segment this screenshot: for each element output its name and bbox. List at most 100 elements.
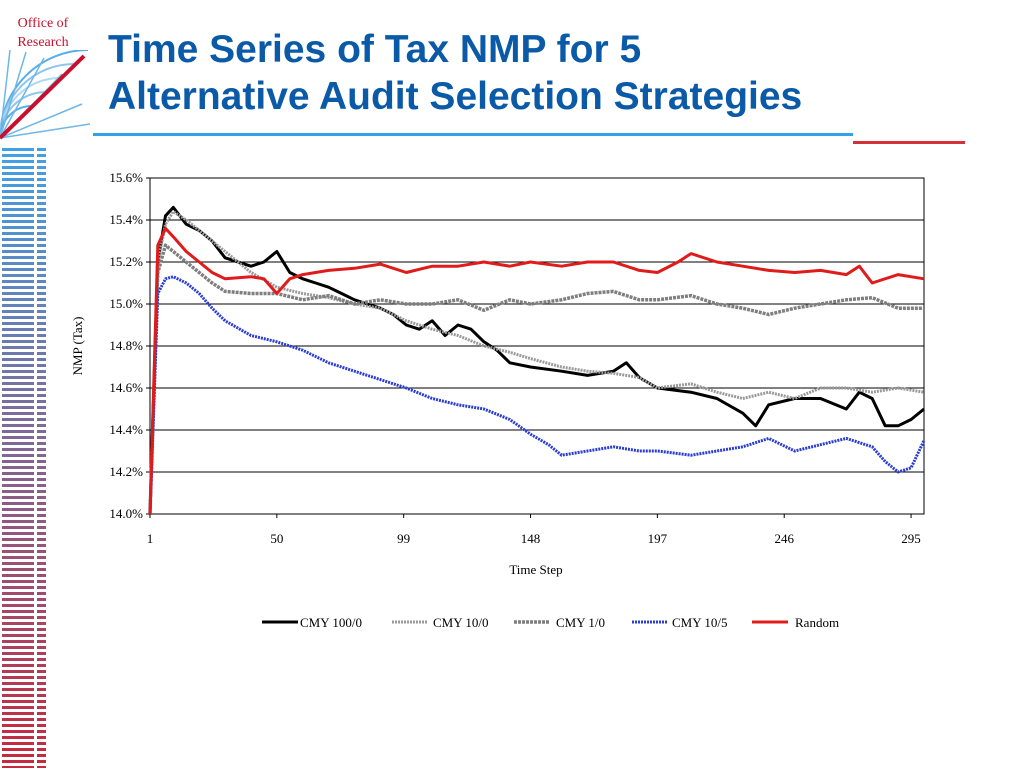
stripe — [37, 658, 46, 661]
stripe — [2, 454, 34, 457]
stripe — [37, 280, 46, 283]
stripe — [2, 538, 34, 541]
stripe — [37, 712, 46, 715]
stripe — [2, 688, 34, 691]
stripe — [2, 736, 34, 739]
stripe — [2, 394, 34, 397]
stripe — [2, 172, 34, 175]
stripe — [2, 490, 34, 493]
stripe — [37, 202, 46, 205]
y-tick-label: 14.2% — [109, 464, 143, 479]
stripe — [2, 550, 34, 553]
stripe — [37, 550, 46, 553]
legend-label: CMY 10/5 — [672, 615, 728, 630]
stripe — [37, 154, 46, 157]
stripe — [2, 298, 34, 301]
stripe — [2, 706, 34, 709]
stripe — [37, 634, 46, 637]
stripe — [37, 760, 46, 763]
stripe — [37, 382, 46, 385]
stripe — [37, 316, 46, 319]
stripe — [37, 406, 46, 409]
stripe — [2, 634, 34, 637]
stripe — [2, 316, 34, 319]
y-tick-label: 15.4% — [109, 212, 143, 227]
stripe — [37, 574, 46, 577]
stripe — [37, 706, 46, 709]
x-tick-label: 197 — [648, 531, 668, 546]
stripe — [2, 238, 34, 241]
stripe — [37, 502, 46, 505]
stripe — [37, 646, 46, 649]
stripe — [37, 400, 46, 403]
stripe — [2, 376, 34, 379]
stripe — [2, 328, 34, 331]
stripe — [2, 580, 34, 583]
stripe — [2, 544, 34, 547]
stripe — [37, 268, 46, 271]
stripe — [37, 184, 46, 187]
stripe — [37, 592, 46, 595]
stripe — [2, 148, 34, 151]
stripe — [2, 256, 34, 259]
stripe — [2, 754, 34, 757]
stripe — [2, 568, 34, 571]
stripe — [2, 520, 34, 523]
stripe — [2, 718, 34, 721]
stripe — [37, 490, 46, 493]
stripe — [2, 436, 34, 439]
stripe — [2, 388, 34, 391]
stripe — [37, 352, 46, 355]
stripe — [37, 538, 46, 541]
stripe — [2, 592, 34, 595]
stripe — [2, 244, 34, 247]
stripe — [37, 262, 46, 265]
stripe — [2, 508, 34, 511]
stripe — [2, 730, 34, 733]
stripe — [2, 280, 34, 283]
stripe — [2, 424, 34, 427]
y-tick-label: 14.6% — [109, 380, 143, 395]
stripe — [2, 724, 34, 727]
stripe — [37, 292, 46, 295]
stripe — [2, 160, 34, 163]
series-line — [148, 226, 925, 515]
stripe — [2, 340, 34, 343]
stripe — [2, 364, 34, 367]
legend-label: CMY 10/0 — [433, 615, 489, 630]
stripe — [2, 400, 34, 403]
stripe — [37, 388, 46, 391]
stripe — [37, 688, 46, 691]
stripe — [37, 274, 46, 277]
x-axis-label: Time Step — [509, 562, 562, 577]
stripe — [2, 448, 34, 451]
stripe — [2, 466, 34, 469]
stripe — [37, 196, 46, 199]
stripe — [2, 670, 34, 673]
stripe — [37, 256, 46, 259]
stripe — [37, 166, 46, 169]
stripe — [37, 484, 46, 487]
slide-title-line-1: Time Series of Tax NMP for 5 — [108, 28, 642, 71]
stripe — [37, 610, 46, 613]
stripe — [2, 682, 34, 685]
stripe — [37, 226, 46, 229]
stripe — [37, 328, 46, 331]
stripe — [37, 664, 46, 667]
stripe — [37, 556, 46, 559]
stripe — [37, 238, 46, 241]
stripe — [37, 616, 46, 619]
title-underline-red — [853, 141, 965, 144]
stripe — [37, 448, 46, 451]
stripe — [2, 664, 34, 667]
stripe — [37, 418, 46, 421]
stripe — [37, 430, 46, 433]
stripe — [37, 628, 46, 631]
stripe — [37, 730, 46, 733]
stripe — [37, 748, 46, 751]
stripe — [2, 712, 34, 715]
stripe — [2, 514, 34, 517]
stripe — [37, 250, 46, 253]
stripe — [37, 478, 46, 481]
stripe — [37, 178, 46, 181]
